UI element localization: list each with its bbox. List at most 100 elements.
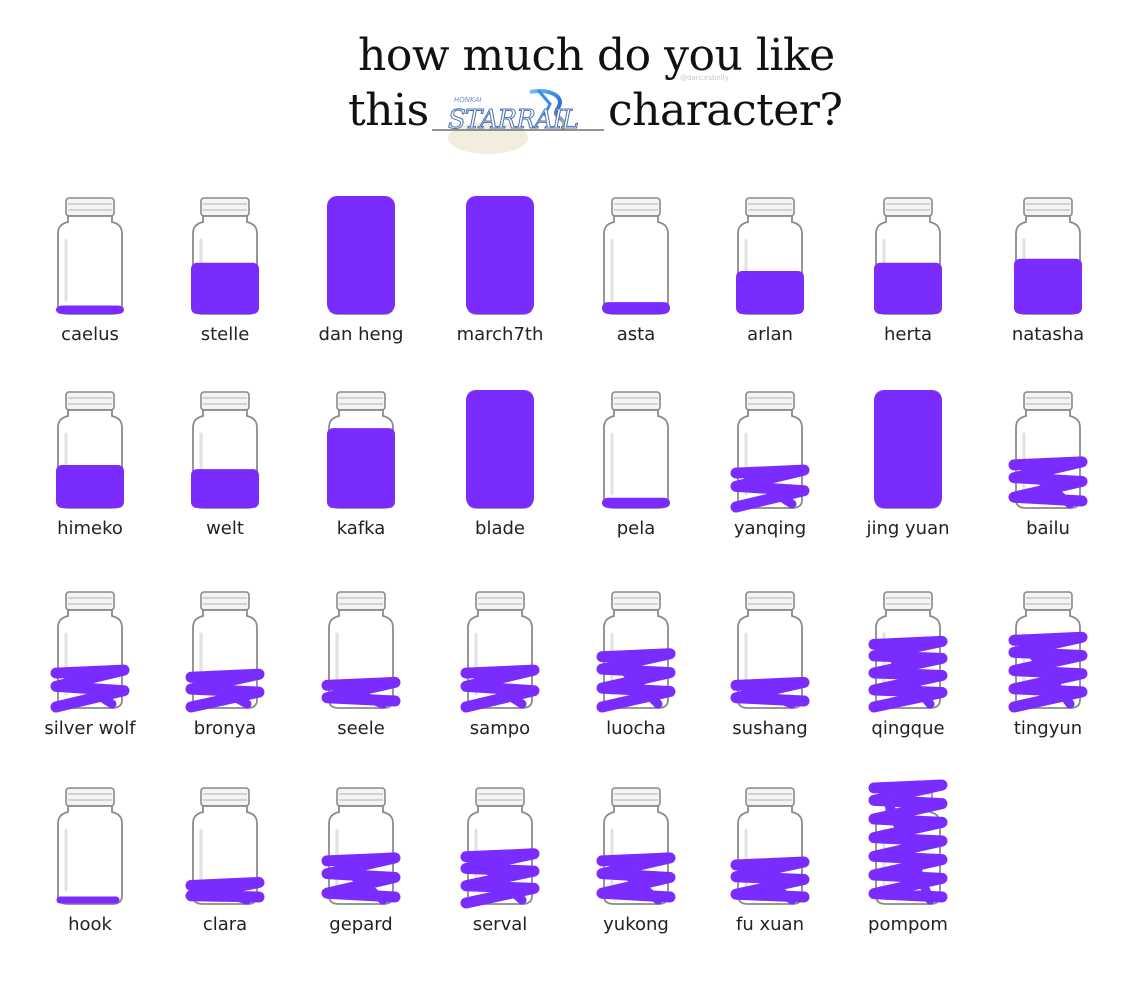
jar-label: himeko: [57, 518, 123, 539]
jar-fill: [466, 196, 534, 314]
jar-item: caelus: [22, 190, 158, 360]
jar-icon: [868, 591, 948, 713]
jar-icon: [321, 787, 401, 905]
jar-item: herta: [840, 190, 976, 360]
jar-fill: [1008, 456, 1088, 509]
title-line-1: how much do you like: [358, 30, 835, 81]
jar-icon: [868, 779, 948, 905]
jar-item: luocha: [568, 584, 704, 754]
jar-label: sampo: [469, 718, 531, 739]
jar-icon: [185, 787, 265, 905]
jar-fill: [596, 648, 676, 713]
jar-item: natasha: [980, 190, 1116, 360]
jar-fill: [321, 852, 401, 905]
jar-fill: [50, 664, 130, 713]
jar-fill: [191, 469, 259, 508]
jar-label: march7th: [456, 324, 544, 345]
jar-label: tingyun: [1013, 718, 1083, 739]
jar-fill: [736, 271, 804, 314]
svg-text:HONKAI: HONKAI: [454, 96, 481, 104]
jar-icon: [874, 197, 942, 315]
jar-icon: [191, 197, 259, 315]
jar-icon: [466, 196, 534, 315]
jar-icon: [602, 391, 670, 509]
jar-label: stelle: [200, 324, 250, 345]
jar-fill: [56, 305, 124, 314]
jar-item: dan heng: [293, 190, 429, 360]
jar-item: blade: [432, 384, 568, 554]
jar-item: hook: [22, 780, 158, 950]
jar-item: kafka: [293, 384, 429, 554]
jar-icon: [460, 591, 540, 713]
jar-fill: [327, 196, 395, 314]
jar-label: kafka: [336, 518, 386, 539]
jar-label: arlan: [747, 324, 793, 345]
jar-icon: [874, 390, 942, 509]
jar-item: pela: [568, 384, 704, 554]
jar-fill: [868, 779, 948, 905]
jar-item: qingque: [840, 584, 976, 754]
jar-icon: [730, 591, 810, 709]
star-rail-logo-icon: HONKAI STARRAIL: [432, 89, 604, 154]
jar-label: jing yuan: [866, 518, 950, 539]
jar-item: serval: [432, 780, 568, 950]
jar-icon: [185, 591, 265, 713]
svg-text:STARRAIL: STARRAIL: [448, 105, 578, 135]
jar-label: clara: [202, 914, 248, 935]
jar-icon: [1014, 197, 1082, 315]
jar-fill: [1008, 631, 1088, 713]
jar-item: pompom: [840, 779, 976, 950]
jar-fill: [460, 848, 540, 909]
jar-label: silver wolf: [44, 718, 136, 739]
jar-icon: [730, 391, 810, 513]
jar-fill: [185, 668, 265, 713]
jar-item: seele: [293, 584, 429, 754]
jar-item: yukong: [568, 780, 704, 950]
jar-label: qingque: [871, 718, 945, 739]
jar-icon: [321, 591, 401, 709]
jar-icon: [56, 197, 124, 315]
jar-item: gepard: [293, 780, 429, 950]
jar-icon: [50, 591, 130, 713]
jar-item: sampo: [432, 584, 568, 754]
jar-label: bailu: [1026, 518, 1070, 539]
jar-item: asta: [568, 190, 704, 360]
jar-item: tingyun: [980, 584, 1116, 754]
jar-fill: [602, 302, 670, 314]
jar-item: jing yuan: [840, 384, 976, 554]
jar-label: pompom: [868, 914, 948, 935]
jar-icon: [730, 787, 810, 905]
jar-icon: [596, 787, 676, 905]
jar-fill: [466, 390, 534, 508]
title-line-2-end: character?: [608, 85, 843, 136]
jar-item: bailu: [980, 384, 1116, 554]
jar-fill: [730, 856, 810, 905]
jar-fill: [602, 497, 670, 508]
jar-label: welt: [206, 518, 244, 539]
jar-icon: [1008, 591, 1088, 713]
jar-icon: [602, 197, 670, 315]
jar-label: dan heng: [318, 324, 404, 345]
jar-label: gepard: [329, 914, 393, 935]
jar-label: serval: [472, 914, 528, 935]
jar-fill: [596, 852, 676, 905]
watermark: @dancesbelly: [680, 74, 729, 82]
jar-item: sushang: [702, 584, 838, 754]
jar-icon: [56, 787, 123, 905]
jar-label: sushang: [732, 718, 808, 739]
jar-label: natasha: [1011, 324, 1085, 345]
jar-label: pela: [616, 518, 656, 539]
header: how much do you like this HONKAI STARRAI…: [0, 0, 1140, 180]
jar-label: bronya: [193, 718, 257, 739]
jar-icon: [56, 391, 124, 509]
jar-fill: [1014, 258, 1082, 314]
jar-item: himeko: [22, 384, 158, 554]
jar-fill: [185, 877, 265, 905]
jar-item: silver wolf: [22, 584, 158, 754]
jar-label: asta: [616, 324, 656, 345]
jar-icon: [736, 197, 804, 315]
jar-fill: [327, 428, 395, 508]
jar-item: bronya: [157, 584, 293, 754]
jar-label: yukong: [603, 914, 669, 935]
jar-item: march7th: [432, 190, 568, 360]
